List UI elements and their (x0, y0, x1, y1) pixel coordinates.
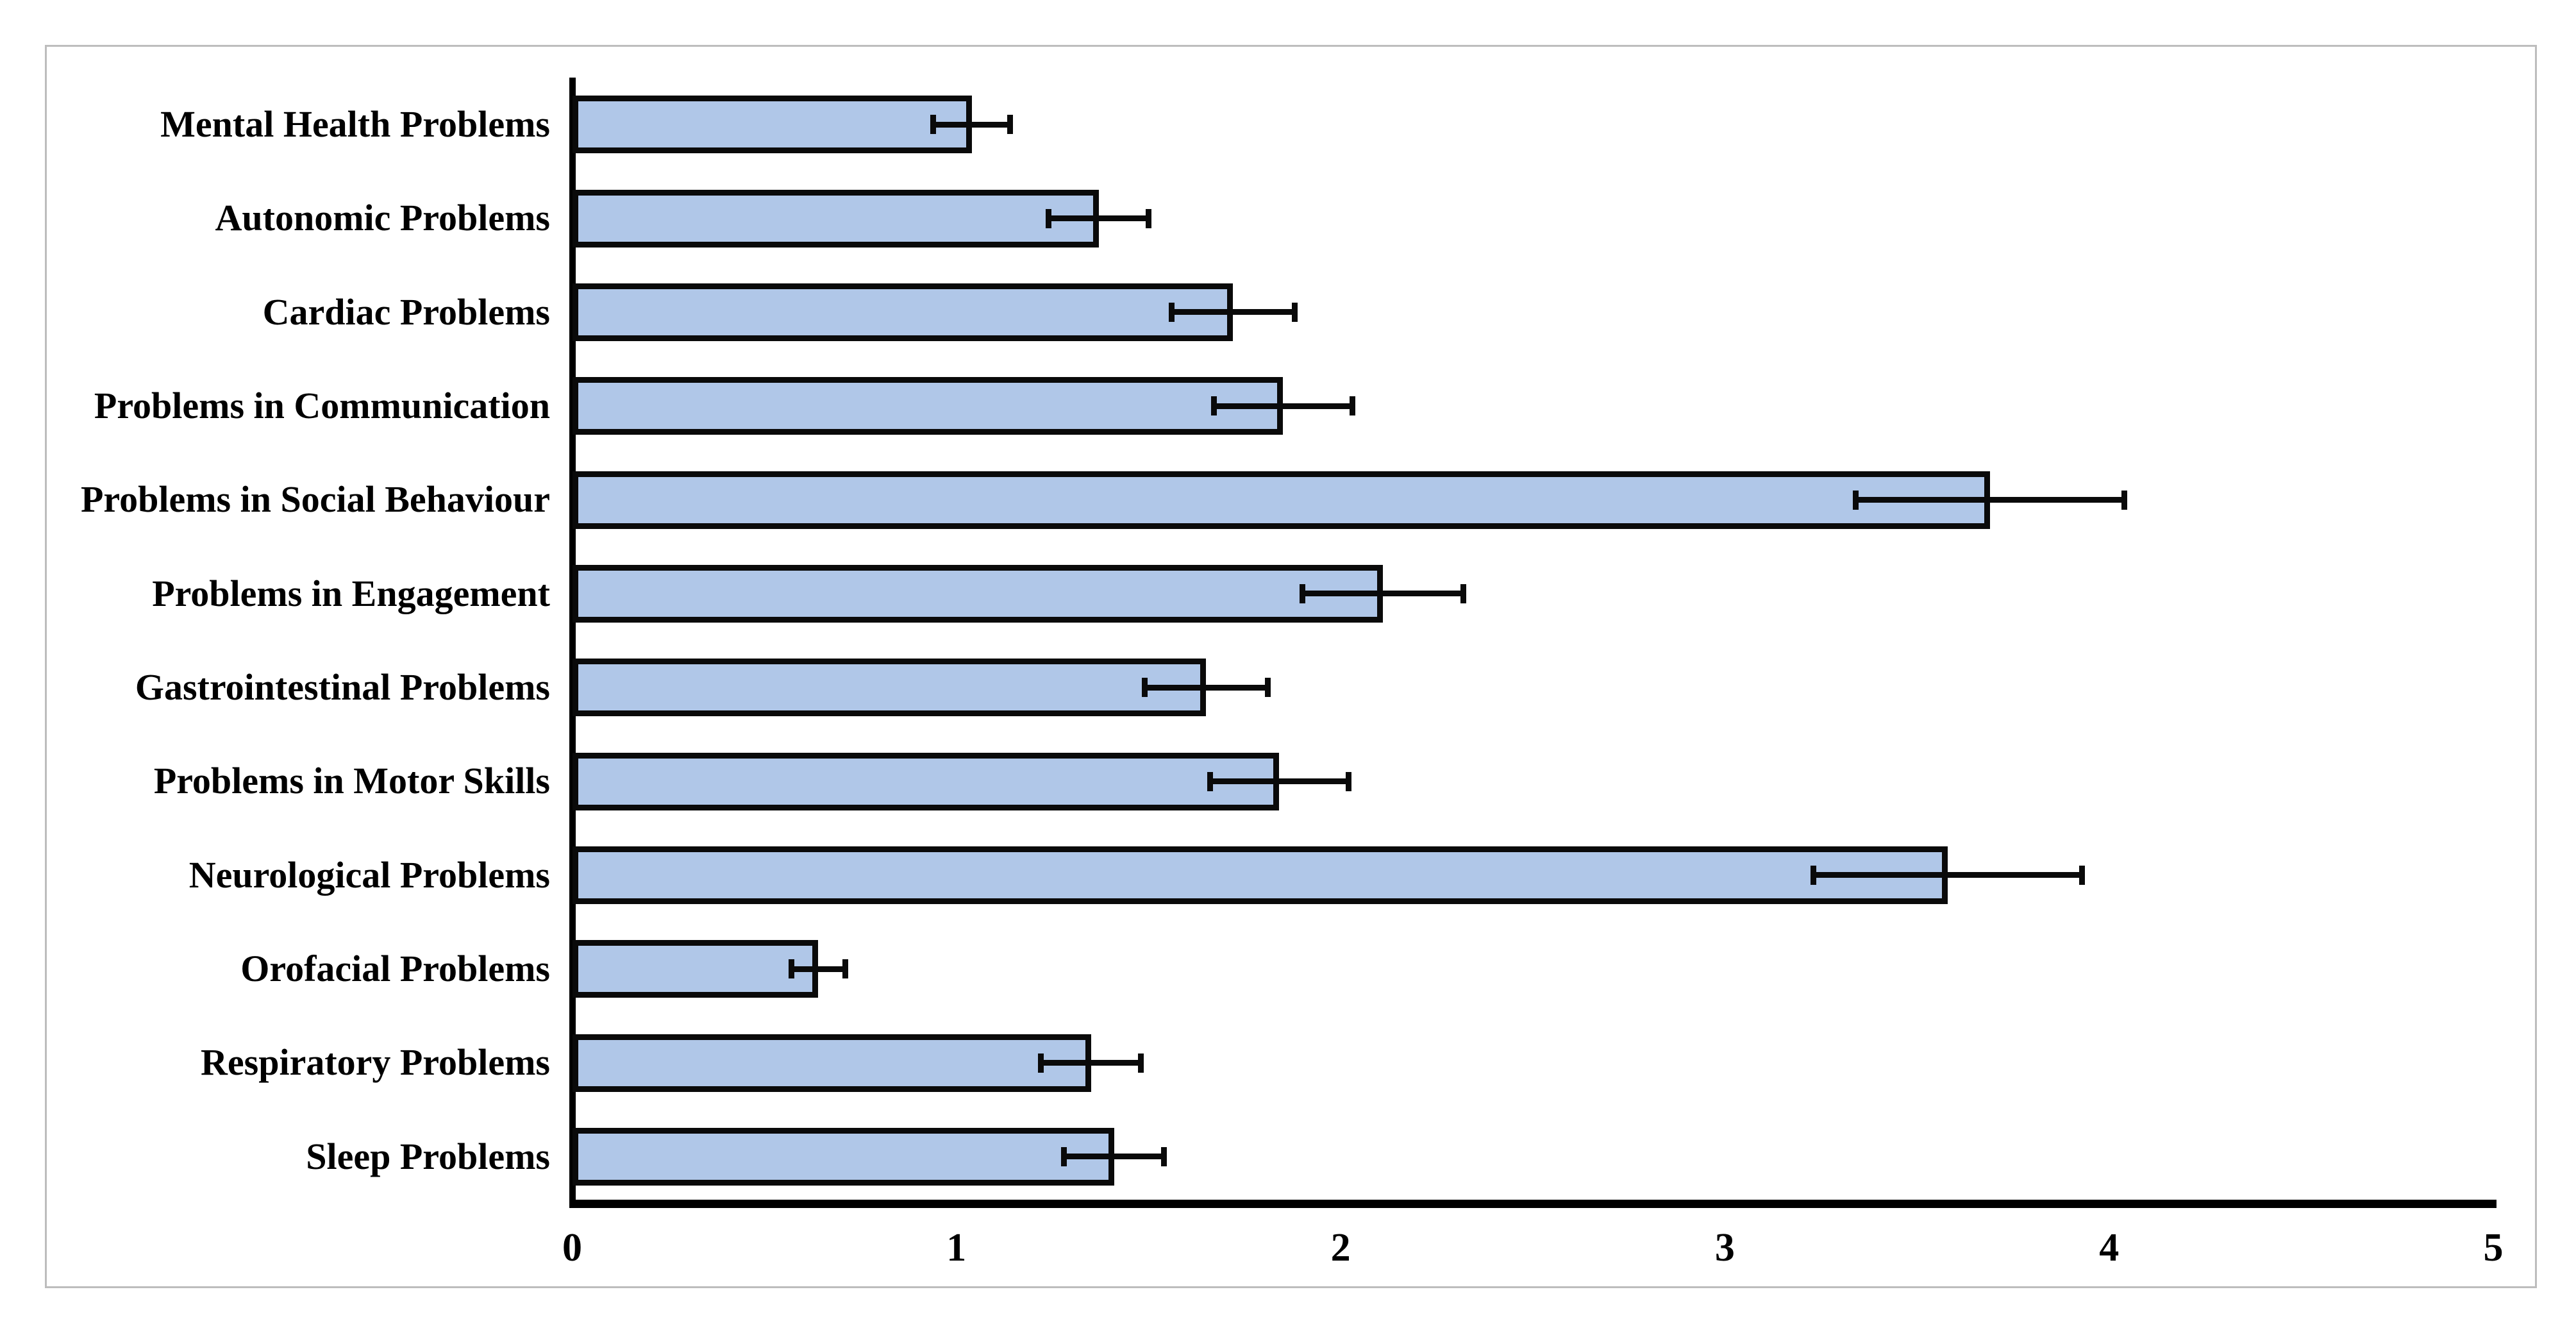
error-bar (791, 966, 845, 972)
error-bar-cap-left (1038, 1053, 1044, 1073)
error-bar-cap-right (1137, 1053, 1144, 1073)
error-bar (933, 121, 1010, 128)
error-bar (1171, 309, 1295, 315)
x-tick-label: 0 (562, 1226, 582, 1270)
category-label: Neurological Problems (188, 853, 550, 896)
category-label: Autonomic Problems (215, 197, 550, 239)
error-bar-cap-right (842, 959, 848, 979)
bar (572, 96, 972, 154)
error-bar-cap-left (930, 115, 937, 135)
error-bar-cap-right (1345, 771, 1351, 791)
error-bar-cap-right (1264, 678, 1271, 698)
bar (572, 1034, 1091, 1092)
error-bar-cap-right (1007, 115, 1014, 135)
bar (572, 659, 1207, 717)
y-axis-line (569, 78, 576, 1208)
x-axis-line (569, 1199, 2497, 1208)
category-label: Orofacial Problems (240, 948, 550, 990)
bar (572, 940, 819, 998)
bar (572, 1127, 1114, 1186)
error-bar (1041, 1060, 1141, 1066)
bar (572, 283, 1234, 341)
x-tick-label: 3 (1714, 1226, 1735, 1270)
error-bar-cap-right (1349, 396, 1355, 416)
bar (572, 377, 1284, 435)
x-tick-label: 4 (2099, 1226, 2120, 1270)
error-bar (1064, 1154, 1164, 1160)
bar (572, 189, 1099, 248)
bar (572, 752, 1280, 810)
error-bar-cap-left (788, 959, 794, 979)
error-bar (1813, 872, 2082, 878)
error-bar (1214, 403, 1353, 409)
error-bar (1210, 778, 1349, 784)
error-bar (1855, 497, 2125, 503)
x-tick-label: 1 (946, 1226, 967, 1270)
category-label: Respiratory Problems (201, 1041, 550, 1084)
category-label: Problems in Communication (94, 385, 550, 427)
category-label: Mental Health Problems (160, 103, 550, 146)
error-bar (1048, 215, 1149, 221)
x-tick-label: 5 (2483, 1226, 2504, 1270)
category-label: Cardiac Problems (262, 290, 550, 333)
error-bar-cap-left (1852, 490, 1859, 510)
error-bar-cap-left (1210, 396, 1217, 416)
error-bar-cap-right (1291, 302, 1298, 322)
error-bar (1144, 684, 1268, 691)
error-bar-cap-right (1145, 208, 1151, 228)
error-bar-cap-left (1207, 771, 1213, 791)
error-bar-cap-left (1061, 1146, 1067, 1166)
error-bar-cap-right (1160, 1146, 1167, 1166)
error-bar (1302, 591, 1464, 597)
error-bar-cap-right (2079, 865, 2086, 885)
x-tick-label: 2 (1330, 1226, 1351, 1270)
category-label: Problems in Motor Skills (153, 760, 550, 802)
error-bar-cap-right (2121, 490, 2128, 510)
error-bar-cap-right (1460, 583, 1467, 603)
error-bar-cap-left (1141, 678, 1148, 698)
error-bar-cap-left (1810, 865, 1816, 885)
bar (572, 846, 1948, 904)
chart-frame (45, 45, 2537, 1288)
category-label: Sleep Problems (306, 1135, 550, 1177)
category-label: Problems in Engagement (152, 572, 550, 614)
bar (572, 471, 1990, 529)
error-bar-cap-left (1299, 583, 1305, 603)
category-label: Gastrointestinal Problems (135, 666, 550, 709)
bar (572, 564, 1384, 623)
error-bar-cap-left (1046, 208, 1052, 228)
category-label: Problems in Social Behaviour (80, 478, 550, 521)
error-bar-cap-left (1168, 302, 1175, 322)
